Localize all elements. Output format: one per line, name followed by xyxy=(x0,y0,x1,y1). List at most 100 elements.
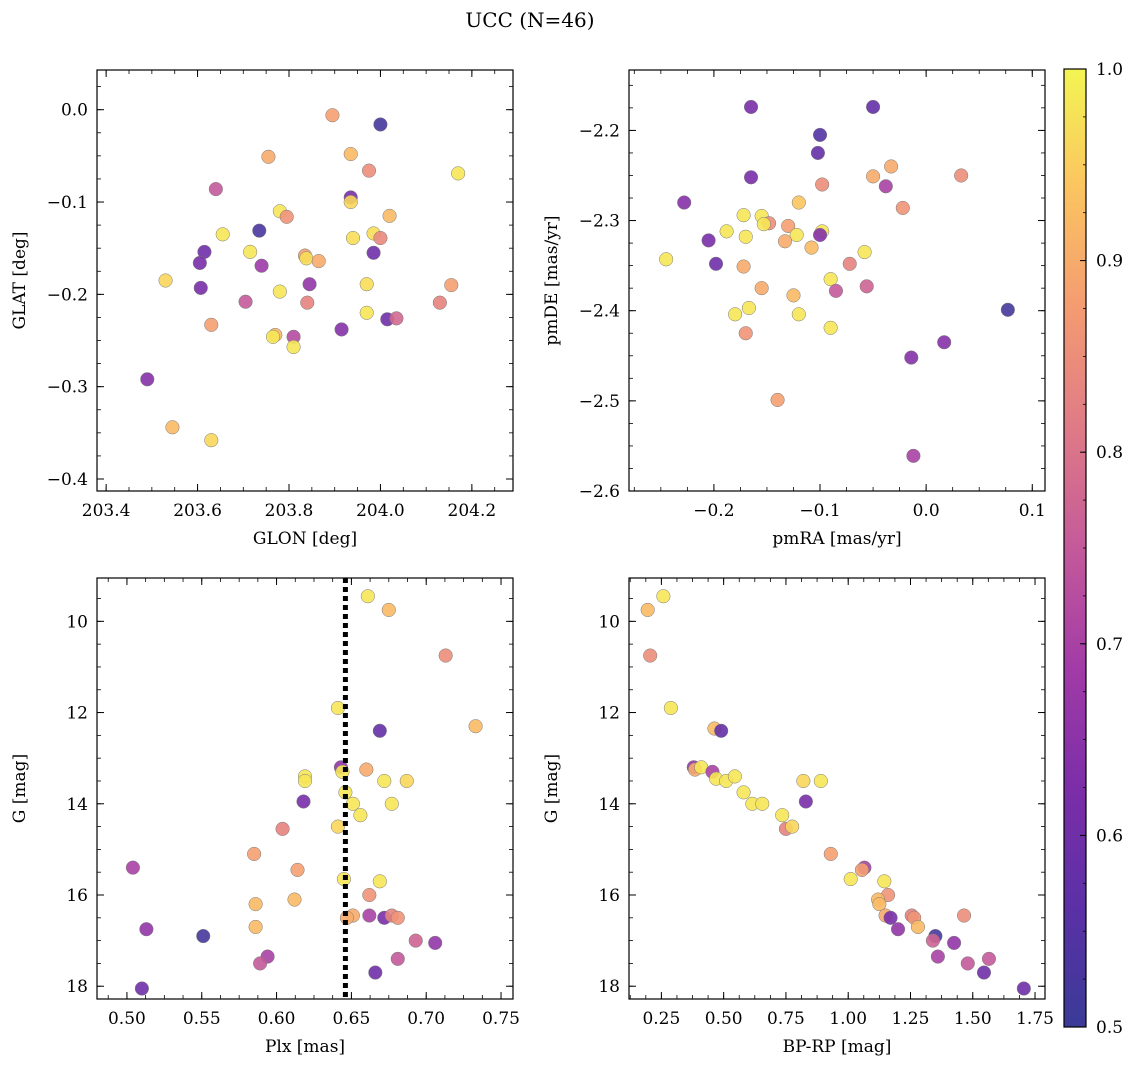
scatter-point xyxy=(252,223,267,238)
scatter-point xyxy=(372,874,387,889)
colorbar-tick-label: 0.7 xyxy=(1096,635,1123,655)
colorbar-tick-label: 0.6 xyxy=(1096,826,1123,846)
scatter-point xyxy=(382,208,397,223)
x-tick-label: 1.00 xyxy=(829,1009,867,1029)
scatter-point xyxy=(238,294,253,309)
scatter-point xyxy=(204,317,219,332)
axes-frame xyxy=(628,577,1046,1000)
y-tick-label: 10 xyxy=(598,612,620,632)
scatter-point xyxy=(196,929,211,944)
x-tick-label: 204.0 xyxy=(356,501,405,521)
scatter-point xyxy=(798,794,813,809)
scatter-point xyxy=(823,272,838,287)
scatter-point xyxy=(728,307,743,322)
panel-sky-position: 203.4 203.6 203.8 204.0 204.2 0.0 −0.1 −0.2 −0.3… xyxy=(10,69,514,549)
scatter-point xyxy=(428,935,443,950)
scatter-point xyxy=(828,283,843,298)
x-tick-label: 0.25 xyxy=(642,1009,680,1029)
scatter-point xyxy=(389,311,404,326)
scatter-point xyxy=(134,981,149,996)
scatter-point xyxy=(954,168,969,183)
scatter-point xyxy=(770,392,785,407)
x-tick-label: 203.8 xyxy=(265,501,314,521)
scatter-point xyxy=(755,796,770,811)
x-tick-label: 0.75 xyxy=(482,1009,520,1029)
scatter-point xyxy=(925,933,940,948)
scatter-point xyxy=(796,773,811,789)
scatter-point xyxy=(299,251,314,266)
scatter-point xyxy=(812,227,828,243)
scatter-point xyxy=(719,224,734,239)
scatter-point xyxy=(204,433,219,448)
y-tick-label: 14 xyxy=(66,795,88,815)
scatter-point xyxy=(890,922,906,937)
x-axis-label: GLON [deg] xyxy=(253,529,357,549)
colorbar-tick-label: 0.9 xyxy=(1096,252,1123,272)
scatter-point xyxy=(791,195,806,210)
scatter-point xyxy=(390,910,405,925)
scatter-point xyxy=(290,862,305,877)
scatter-point xyxy=(286,339,301,355)
scatter-point xyxy=(884,159,899,174)
scatter-point xyxy=(381,602,396,617)
scatter-point xyxy=(859,279,874,294)
y-tick-label: 12 xyxy=(598,704,620,724)
scatter-point xyxy=(438,648,453,663)
y-tick-label: 12 xyxy=(66,704,88,724)
scatter-point xyxy=(343,146,358,162)
scatter-point xyxy=(895,200,910,215)
scatter-point xyxy=(158,273,173,288)
scatter-point xyxy=(366,245,381,260)
y-tick-label: −2.3 xyxy=(579,212,620,232)
scatter-point xyxy=(785,819,800,834)
y-tick-label: −0.3 xyxy=(47,378,88,398)
scatter-point xyxy=(248,919,263,934)
x-tick-label: 203.6 xyxy=(173,501,222,521)
scatter-point xyxy=(373,117,388,132)
scatter-point xyxy=(786,288,801,303)
x-axis-label: BP-RP [mag] xyxy=(783,1037,892,1057)
scatter-point xyxy=(1000,302,1015,317)
scatter-point xyxy=(857,245,872,260)
figure-title: UCC (N=46) xyxy=(465,8,594,32)
x-tick-label: 0.65 xyxy=(332,1009,370,1029)
scatter-point xyxy=(659,252,674,267)
y-tick-label: 16 xyxy=(598,886,620,906)
scatter-point xyxy=(956,908,972,923)
scatter-point xyxy=(468,719,483,734)
y-tick-label: 10 xyxy=(66,612,88,632)
y-tick-label: 16 xyxy=(66,886,88,906)
scatter-point xyxy=(390,951,405,966)
scatter-point xyxy=(253,956,268,971)
scatter-point xyxy=(451,166,466,181)
scatter-point xyxy=(815,177,830,192)
x-tick-label: 0.50 xyxy=(705,1009,743,1029)
scatter-point xyxy=(823,846,838,862)
y-tick-label: −0.4 xyxy=(47,470,88,490)
scatter-point xyxy=(139,922,154,937)
scatter-point xyxy=(353,808,368,823)
scatter-point xyxy=(804,240,819,255)
y-tick-label: 18 xyxy=(66,977,88,997)
scatter-point xyxy=(261,149,276,164)
scatter-point xyxy=(377,773,392,789)
x-tick-label: 0.55 xyxy=(183,1009,221,1029)
x-tick-label: 1.25 xyxy=(892,1009,930,1029)
scatter-point xyxy=(643,648,658,663)
y-axis-label: G [mag] xyxy=(10,754,30,823)
scatter-point xyxy=(738,229,753,244)
scatter-point xyxy=(248,897,263,912)
scatter-point xyxy=(345,796,360,811)
scatter-point xyxy=(361,163,377,178)
y-tick-label: −2.6 xyxy=(579,482,620,502)
x-tick-label: 204.2 xyxy=(448,501,497,521)
x-tick-label: −0.1 xyxy=(799,501,840,521)
scatter-point xyxy=(272,284,287,299)
scatter-point xyxy=(743,99,759,115)
scatter-point xyxy=(947,935,962,950)
scatter-point xyxy=(265,329,281,344)
y-tick-label: −2.5 xyxy=(579,392,620,412)
x-tick-label: 1.75 xyxy=(1016,1009,1054,1029)
scatter-point xyxy=(360,589,375,604)
scatter-point xyxy=(300,295,315,310)
